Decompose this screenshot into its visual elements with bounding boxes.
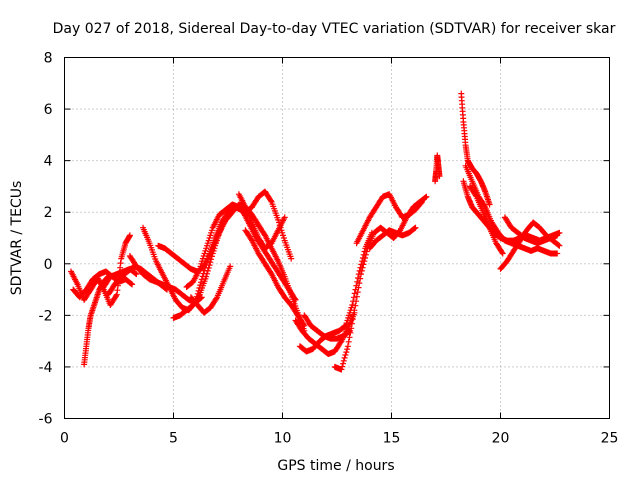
- data-points: [242, 227, 308, 329]
- data-points: [501, 214, 561, 247]
- data-track-track-16: [301, 312, 354, 342]
- x-tick-label: 0: [60, 431, 69, 447]
- y-tick-label: 4: [44, 154, 53, 170]
- data-track-track-18: [353, 191, 425, 247]
- x-tick-label: 5: [169, 431, 178, 447]
- chart-title: Day 027 of 2018, Sidereal Day-to-day VTE…: [53, 21, 616, 37]
- data-points: [331, 193, 430, 373]
- data-track-track-17: [331, 193, 430, 373]
- data-track-track-12: [235, 191, 288, 252]
- data-track-track-10: [187, 263, 234, 316]
- tick-layer: 0 5 10 15 20 25 -6 -4 -2 0 2 4 6 8: [39, 51, 619, 447]
- points-layer: [68, 90, 563, 373]
- data-points: [432, 152, 443, 185]
- y-tick-label: 8: [44, 51, 53, 67]
- data-points: [235, 191, 288, 252]
- data-points: [497, 219, 563, 272]
- x-tick-label: 25: [601, 431, 619, 447]
- data-track-track-21: [458, 90, 493, 208]
- y-tick-label: -6: [39, 412, 53, 428]
- y-tick-label: -2: [39, 308, 53, 324]
- data-points: [467, 183, 506, 257]
- data-track-track-25: [497, 219, 563, 272]
- y-tick-label: -4: [39, 360, 53, 376]
- data-track-track-26: [501, 214, 561, 247]
- x-tick-label: 10: [274, 431, 292, 447]
- x-tick-label: 20: [492, 431, 510, 447]
- y-tick-label: 2: [44, 205, 53, 221]
- x-tick-label: 15: [383, 431, 401, 447]
- data-points: [301, 312, 354, 342]
- data-track-track-20: [432, 152, 443, 185]
- plot-frame: [64, 57, 610, 419]
- data-points: [187, 263, 234, 316]
- data-track-track-24: [467, 183, 506, 257]
- data-track-track-19: [366, 224, 419, 252]
- x-axis-label: GPS time / hours: [277, 458, 394, 474]
- data-points: [458, 90, 493, 208]
- data-points: [366, 224, 419, 252]
- data-points: [353, 191, 425, 247]
- data-track-track-13: [242, 227, 308, 329]
- y-tick-label: 6: [44, 102, 53, 118]
- y-tick-label: 0: [44, 257, 53, 273]
- y-axis-label: SDTVAR / TECUs: [9, 181, 25, 296]
